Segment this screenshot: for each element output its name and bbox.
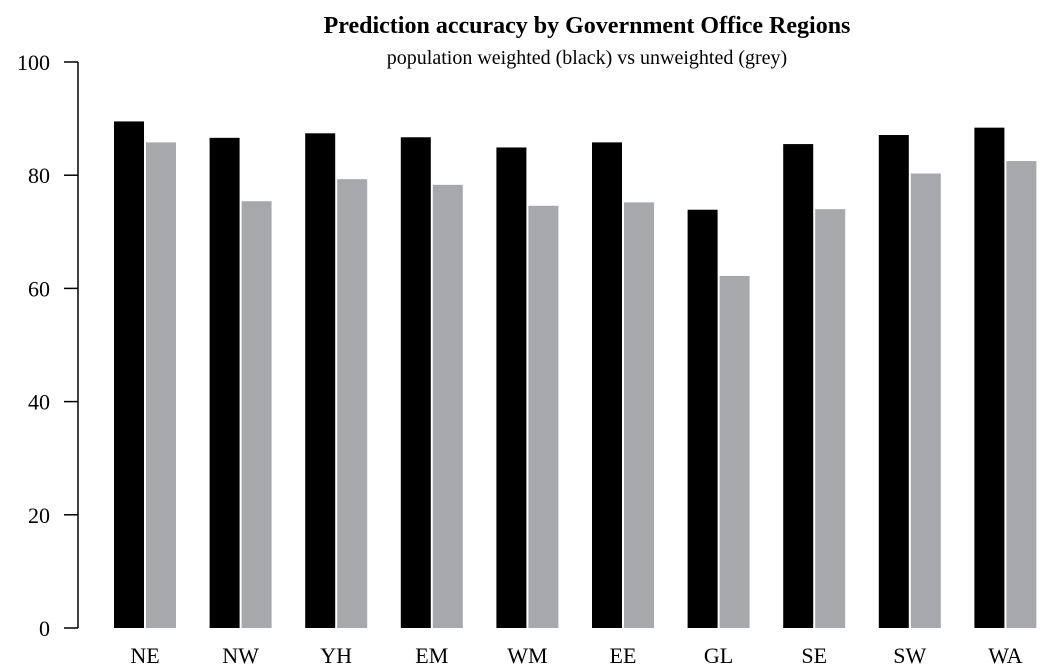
x-category-label: WA [988,643,1022,668]
bar [305,133,336,629]
x-axis-labels: NE NW YH EM WM EE GL SE SW WA [130,643,1022,668]
y-tick-label: 20 [28,503,50,528]
x-category-label: NE [130,643,159,668]
bar [974,127,1005,628]
y-tick-label: 40 [28,390,50,415]
bars-group [114,121,1037,629]
y-axis: 0 20 40 60 80 100 [17,50,79,641]
x-category-label: EE [610,643,637,668]
x-category-label: YH [320,643,352,668]
bar [528,205,559,628]
x-category-label: EM [415,643,448,668]
bar [910,173,941,628]
x-category-label: NW [222,643,259,668]
bar [592,142,622,628]
y-tick-label: 0 [39,616,50,641]
bar [400,137,431,628]
y-tick-label: 100 [17,50,50,75]
bar [209,137,240,628]
x-category-label: SE [801,643,827,668]
bar [496,147,527,628]
bar [432,184,463,628]
bar [878,135,909,628]
x-category-label: GL [704,643,733,668]
bar [337,179,368,629]
x-category-label: SW [893,643,926,668]
bar [815,209,846,628]
x-category-label: WM [507,643,547,668]
bar [1006,161,1037,629]
y-tick-label: 60 [28,276,50,301]
bar [719,275,750,628]
bar [114,121,144,629]
bar [687,209,718,628]
y-tick-label: 80 [28,163,50,188]
chart-title: Prediction accuracy by Government Office… [324,13,851,39]
bar [624,202,654,629]
bar [783,144,814,628]
bar [241,201,272,628]
bar [146,142,176,628]
chart-subtitle: population weighted (black) vs unweighte… [387,47,787,69]
